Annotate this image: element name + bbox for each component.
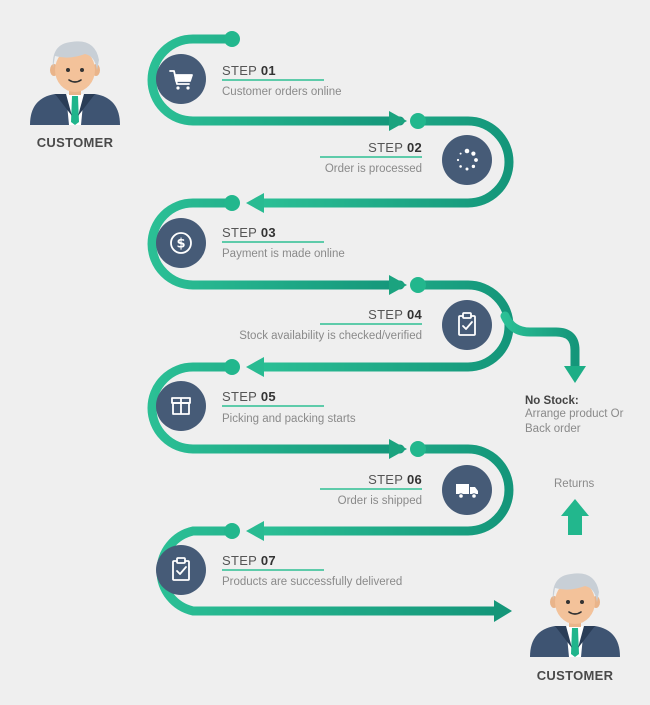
step-05-title: STEP 05: [222, 389, 276, 404]
flow-path: [147, 34, 580, 616]
no-stock-branch: [500, 311, 580, 375]
step-02-desc: Order is processed: [324, 163, 422, 175]
step-07-desc: Products are successfully delivered: [222, 576, 403, 588]
arrow-right: [494, 600, 512, 622]
truck-icon: [456, 484, 478, 499]
step-03-desc: Payment is made online: [222, 248, 345, 260]
step-07-icon: [156, 545, 206, 595]
step-06-desc: Order is shipped: [337, 495, 422, 507]
arrow-right: [389, 111, 407, 131]
customer-avatar-bottom: [530, 573, 620, 657]
svg-text:$: $: [176, 237, 185, 252]
step-02-icon: [442, 135, 492, 185]
path-segment-6: [257, 444, 514, 536]
step-05-icon: [156, 381, 206, 431]
clipboard-check-icon: [458, 312, 476, 336]
arrow-down: [564, 366, 586, 383]
step-04-icon: [442, 300, 492, 350]
no-stock-note: No Stock: Arrange product Or Back order: [525, 395, 623, 437]
path-node: [410, 277, 426, 293]
step-03-icon: $: [156, 218, 206, 268]
step-04-title: STEP 04: [368, 307, 422, 322]
no-stock-title: No Stock:: [525, 395, 579, 407]
step-icon-circles: $: [156, 54, 492, 595]
step-underlines: [222, 79, 422, 571]
arrow-left: [246, 521, 264, 541]
path-node: [224, 195, 240, 211]
path-node: [224, 523, 240, 539]
step-03-title: STEP 03: [222, 225, 276, 240]
no-stock-line2: Back order: [525, 423, 581, 435]
step-06-title: STEP 06: [368, 472, 422, 487]
step-06-icon: [442, 465, 492, 515]
arrow-right: [389, 439, 407, 459]
path-segment-7: [156, 526, 501, 616]
arrowheads: [246, 111, 586, 622]
step-01-title: STEP 01: [222, 63, 276, 78]
returns-label: Returns: [554, 478, 595, 490]
arrow-left: [246, 193, 264, 213]
customer-label-top: CUSTOMER: [36, 135, 114, 150]
step-07-title: STEP 07: [222, 553, 276, 568]
step-01-desc: Customer orders online: [222, 86, 342, 98]
path-node: [224, 359, 240, 375]
step-01-icon: [156, 54, 206, 104]
step-04-desc: Stock availability is checked/verified: [239, 330, 422, 342]
path-segment-2: [257, 116, 514, 208]
path-node: [410, 441, 426, 457]
dollar-icon: $: [170, 232, 192, 254]
step-02-title: STEP 02: [368, 140, 422, 155]
cart-icon: [169, 70, 193, 90]
path-node: [410, 113, 426, 129]
step-05-desc: Picking and packing starts: [222, 413, 356, 425]
arrow-right: [389, 275, 407, 295]
path-segment-5: [147, 362, 405, 454]
path-segment-3: [147, 198, 405, 290]
clipboard-check-icon: [172, 557, 190, 581]
path-nodes: [224, 31, 426, 539]
customer-avatar-top: [30, 41, 120, 125]
path-segment-1: [147, 34, 405, 126]
no-stock-line1: Arrange product Or: [525, 408, 624, 420]
arrow-left: [246, 357, 264, 377]
box-icon: [171, 397, 191, 415]
returns-arrow: [561, 499, 589, 535]
path-node: [224, 31, 240, 47]
loading-icon: [456, 148, 478, 171]
customer-label-bottom: CUSTOMER: [536, 668, 614, 683]
